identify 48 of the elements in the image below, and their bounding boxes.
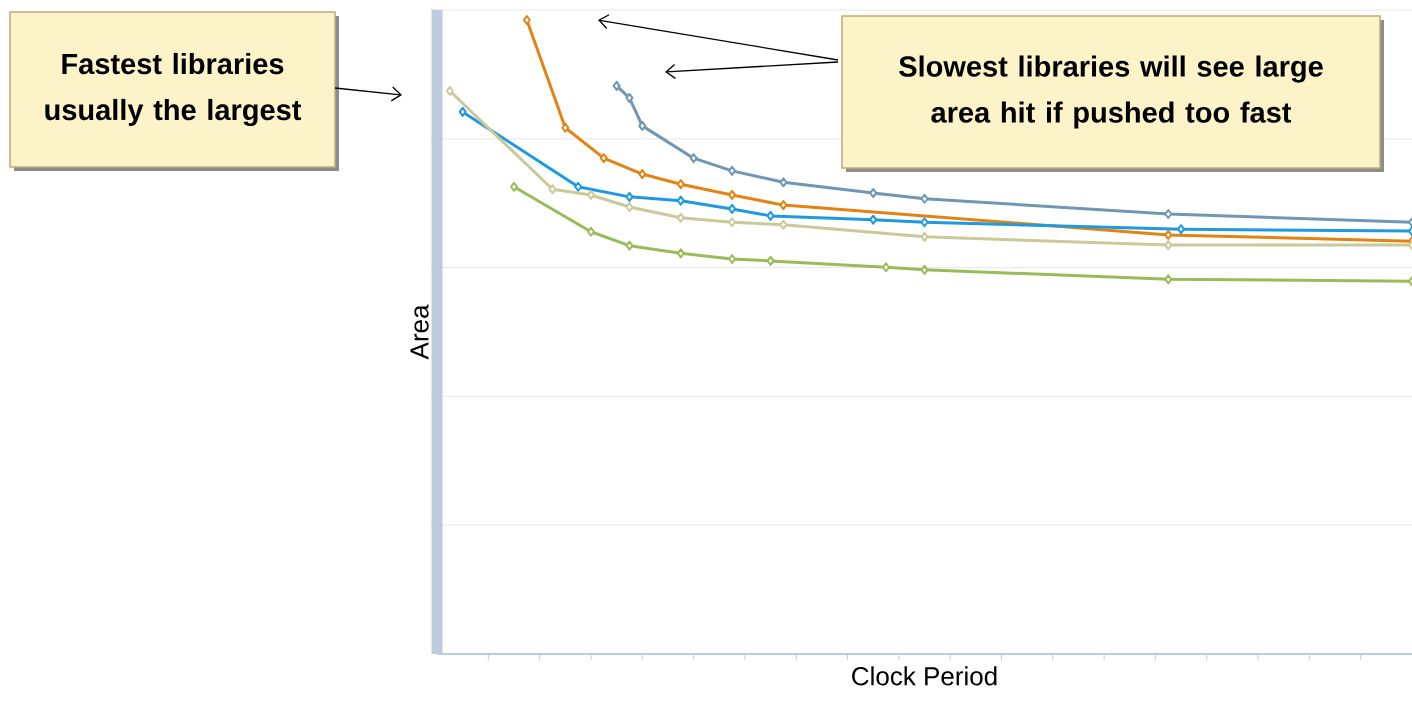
point bbox=[625, 202, 634, 213]
point bbox=[728, 165, 737, 176]
point bbox=[779, 219, 788, 230]
point bbox=[676, 212, 685, 223]
x-axis-title: Clock Period bbox=[852, 666, 997, 686]
point bbox=[612, 80, 621, 91]
point bbox=[625, 240, 634, 251]
point bbox=[728, 254, 737, 264]
point bbox=[869, 188, 878, 199]
text: Fastest libraries usually the largest bbox=[45, 52, 302, 127]
point bbox=[920, 193, 929, 204]
point bbox=[779, 177, 788, 188]
point bbox=[869, 214, 878, 225]
point bbox=[920, 217, 929, 228]
point bbox=[766, 255, 775, 266]
point bbox=[561, 122, 570, 133]
point bbox=[638, 120, 647, 131]
annotation: Slowest libraries will see large area hit if pushed too fast bbox=[899, 55, 1323, 129]
point bbox=[625, 191, 634, 202]
point bbox=[445, 85, 454, 96]
point bbox=[882, 262, 891, 273]
point bbox=[1164, 240, 1173, 251]
point bbox=[728, 189, 737, 200]
point bbox=[625, 92, 634, 103]
point bbox=[1164, 229, 1173, 240]
point bbox=[1164, 208, 1173, 219]
point bbox=[676, 179, 685, 190]
point bbox=[728, 203, 737, 214]
point bbox=[586, 189, 595, 200]
point bbox=[1164, 274, 1173, 285]
point bbox=[676, 248, 685, 259]
point bbox=[638, 169, 647, 180]
point bbox=[920, 264, 929, 275]
point bbox=[509, 181, 518, 192]
point bbox=[586, 226, 595, 237]
point bbox=[548, 184, 557, 195]
y-axis-title: Area bbox=[410, 304, 429, 360]
point bbox=[599, 153, 608, 164]
point bbox=[458, 106, 467, 117]
point bbox=[522, 14, 531, 25]
point bbox=[920, 231, 929, 242]
point bbox=[689, 153, 698, 164]
point bbox=[766, 210, 775, 221]
point bbox=[779, 200, 788, 211]
point bbox=[574, 181, 583, 192]
point bbox=[728, 217, 737, 228]
point bbox=[676, 195, 685, 206]
point bbox=[1177, 224, 1186, 235]
